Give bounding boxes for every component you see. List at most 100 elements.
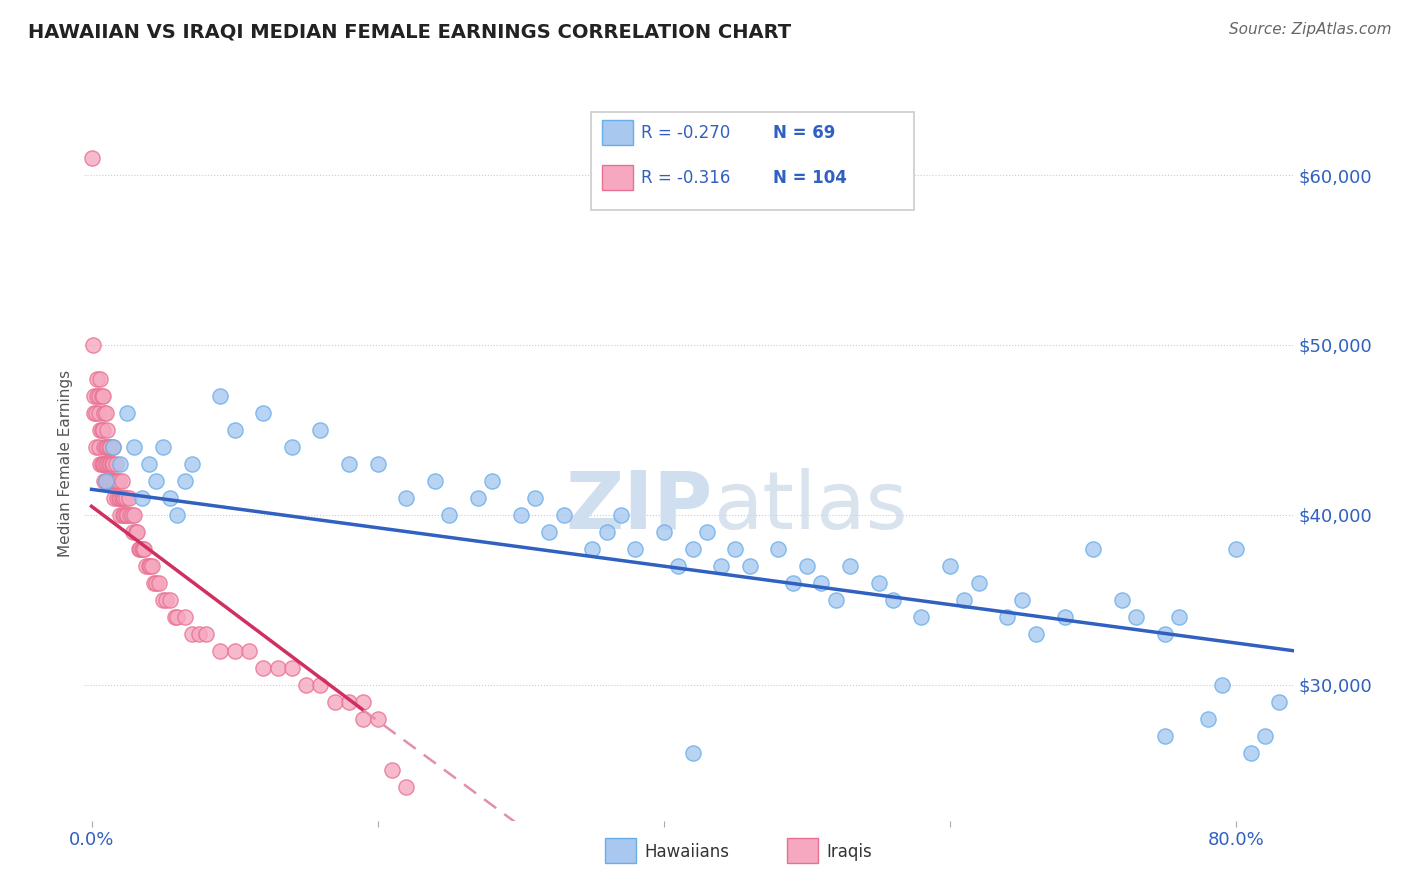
Point [101, 457, 124, 471]
Point [696, 524, 718, 539]
Point [166, 508, 188, 522]
Point [91, 457, 114, 471]
Point [187, 626, 209, 640]
Point [97, 440, 120, 454]
Text: Iraqis: Iraqis [827, 843, 873, 861]
Point [94, 457, 117, 471]
Point [423, 474, 446, 488]
Point [89, 372, 111, 386]
Point [103, 491, 125, 505]
Point [129, 541, 152, 556]
Point [91, 423, 114, 437]
Point [173, 609, 195, 624]
Point [100, 474, 122, 488]
Point [90, 389, 112, 403]
Point [352, 712, 374, 726]
Text: HAWAIIAN VS IRAQI MEDIAN FEMALE EARNINGS CORRELATION CHART: HAWAIIAN VS IRAQI MEDIAN FEMALE EARNINGS… [28, 22, 792, 41]
Point [107, 491, 129, 505]
Point [738, 558, 761, 573]
Point [195, 626, 218, 640]
Point [91, 389, 114, 403]
Point [367, 457, 389, 471]
Point [93, 440, 115, 454]
Point [266, 661, 288, 675]
Point [180, 626, 202, 640]
Point [152, 592, 174, 607]
Point [86, 389, 108, 403]
Point [238, 644, 260, 658]
Point [93, 406, 115, 420]
Point [117, 406, 139, 420]
Text: ZIP: ZIP [565, 467, 713, 546]
Point [115, 508, 138, 522]
Point [84, 406, 107, 420]
Point [138, 558, 160, 573]
Point [309, 423, 332, 437]
Point [337, 695, 360, 709]
Point [124, 440, 146, 454]
Point [143, 575, 166, 590]
Point [352, 695, 374, 709]
Point [90, 423, 112, 437]
Point [768, 541, 790, 556]
Point [84, 440, 107, 454]
Point [1168, 609, 1191, 624]
Point [155, 592, 177, 607]
Point [111, 508, 134, 522]
Text: Hawaiians: Hawaiians [644, 843, 728, 861]
Point [141, 558, 163, 573]
Point [882, 592, 904, 607]
Point [796, 558, 818, 573]
Point [624, 541, 647, 556]
Point [868, 575, 890, 590]
Point [610, 508, 633, 522]
Point [103, 474, 125, 488]
Point [139, 558, 162, 573]
Point [121, 508, 143, 522]
Point [131, 491, 153, 505]
Point [104, 474, 127, 488]
Point [112, 491, 135, 505]
Point [281, 661, 304, 675]
Point [323, 695, 346, 709]
Point [82, 338, 104, 352]
Point [94, 406, 117, 420]
Point [252, 661, 274, 675]
Point [86, 372, 108, 386]
Point [97, 457, 120, 471]
Point [939, 558, 962, 573]
Point [134, 541, 156, 556]
Point [104, 457, 127, 471]
Point [111, 491, 134, 505]
Point [1111, 592, 1133, 607]
Point [910, 609, 932, 624]
Point [209, 644, 232, 658]
Point [128, 541, 150, 556]
Point [439, 508, 461, 522]
Point [94, 440, 117, 454]
Point [1197, 712, 1219, 726]
Point [122, 524, 145, 539]
Point [666, 558, 689, 573]
Point [108, 457, 131, 471]
Point [838, 558, 860, 573]
Point [524, 491, 547, 505]
Point [724, 541, 747, 556]
Point [1268, 695, 1291, 709]
Text: N = 104: N = 104 [773, 169, 848, 186]
Point [581, 541, 603, 556]
Point [98, 457, 121, 471]
Point [89, 457, 111, 471]
Point [98, 474, 121, 488]
Point [135, 558, 157, 573]
Point [1125, 609, 1147, 624]
Point [159, 592, 181, 607]
Point [281, 440, 304, 454]
Point [108, 508, 131, 522]
Point [80, 151, 103, 165]
Point [209, 389, 232, 403]
Point [152, 440, 174, 454]
Point [87, 389, 110, 403]
Y-axis label: Median Female Earnings: Median Female Earnings [58, 370, 73, 558]
Point [467, 491, 489, 505]
